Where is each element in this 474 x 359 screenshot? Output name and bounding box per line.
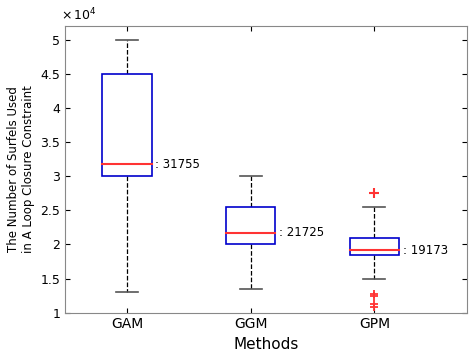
- Bar: [350, 238, 399, 255]
- Text: : 21725: : 21725: [279, 226, 324, 239]
- Text: : 31755: : 31755: [155, 158, 201, 171]
- Y-axis label: The Number of Surfels Used
in A Loop Closure Constraint: The Number of Surfels Used in A Loop Clo…: [7, 85, 35, 253]
- Bar: [102, 74, 152, 176]
- Text: $\times\,10^4$: $\times\,10^4$: [61, 7, 97, 23]
- X-axis label: Methods: Methods: [234, 337, 299, 352]
- Bar: [226, 207, 275, 244]
- Text: : 19173: : 19173: [403, 244, 448, 257]
